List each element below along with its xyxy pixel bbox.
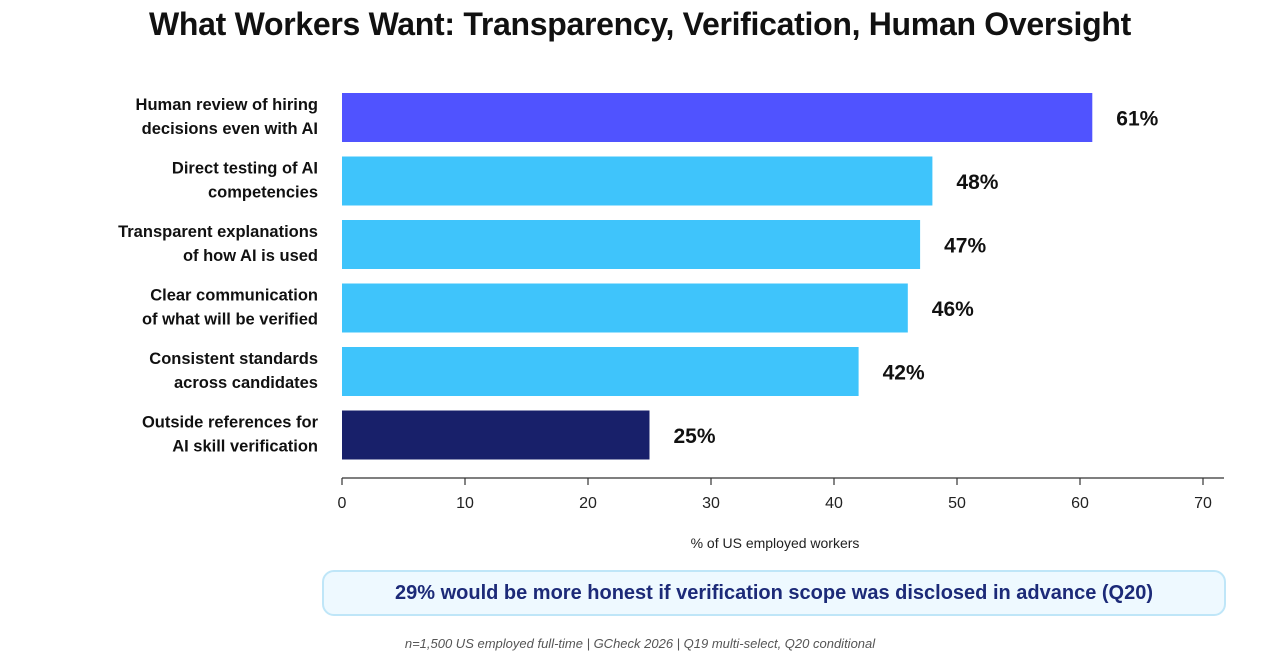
x-axis-label: % of US employed workers — [691, 535, 860, 551]
chart-title: What Workers Want: Transparency, Verific… — [149, 6, 1131, 42]
x-tick-label: 50 — [948, 495, 966, 512]
category-label: Transparent explanations of how AI is use… — [118, 223, 318, 265]
x-tick-label: 40 — [825, 495, 843, 512]
bar — [342, 156, 933, 206]
x-tick-label: 10 — [456, 495, 474, 512]
category-label-line: Direct testing of AI — [172, 160, 318, 178]
bar-value-label: 42% — [883, 362, 925, 385]
bar-value-label: 47% — [944, 235, 986, 258]
bar-value-label: 46% — [932, 298, 974, 321]
category-label-line: decisions even with AI — [142, 120, 318, 138]
category-label-line: of how AI is used — [183, 247, 318, 265]
category-label: Human review of hiring decisions even wit… — [136, 96, 318, 138]
x-tick-label: 0 — [338, 495, 347, 512]
x-tick-label: 60 — [1071, 495, 1089, 512]
callout-text: 29% would be more honest if verification… — [395, 581, 1153, 604]
bar-value-label: 25% — [674, 425, 716, 448]
category-label-line: AI skill verification — [172, 438, 318, 456]
bar-value-label: 61% — [1116, 108, 1158, 131]
category-label-line: Outside references for — [142, 414, 319, 432]
category-label-line: Human review of hiring — [136, 96, 318, 114]
bar — [342, 220, 921, 269]
footnote: n=1,500 US employed full-time | GCheck 2… — [404, 636, 876, 651]
bar-chart: 61% Human review of hiring decisions even … — [118, 93, 1224, 551]
category-label: Consistent standards across candidates — [149, 350, 318, 392]
category-label-line: of what will be verified — [142, 311, 318, 329]
x-tick-label: 30 — [702, 495, 720, 512]
x-tick-label: 70 — [1194, 495, 1212, 512]
category-label-line: Transparent explanations — [118, 223, 318, 241]
category-label: Outside references for AI skill verificat… — [142, 414, 319, 456]
category-label-line: Consistent standards — [149, 350, 318, 368]
category-label-line: Clear communication — [150, 287, 318, 305]
category-label-line: competencies — [208, 184, 318, 202]
bar — [342, 347, 859, 396]
callout-box: 29% would be more honest if verification… — [322, 570, 1226, 616]
category-label: Direct testing of AI competencies — [172, 160, 318, 202]
category-label: Clear communication of what will be verif… — [142, 287, 318, 329]
x-tick-label: 20 — [579, 495, 597, 512]
bar — [342, 93, 1093, 142]
bar — [342, 410, 650, 460]
bar — [342, 283, 908, 333]
category-label-line: across candidates — [174, 374, 318, 392]
bar-value-label: 48% — [956, 171, 998, 194]
